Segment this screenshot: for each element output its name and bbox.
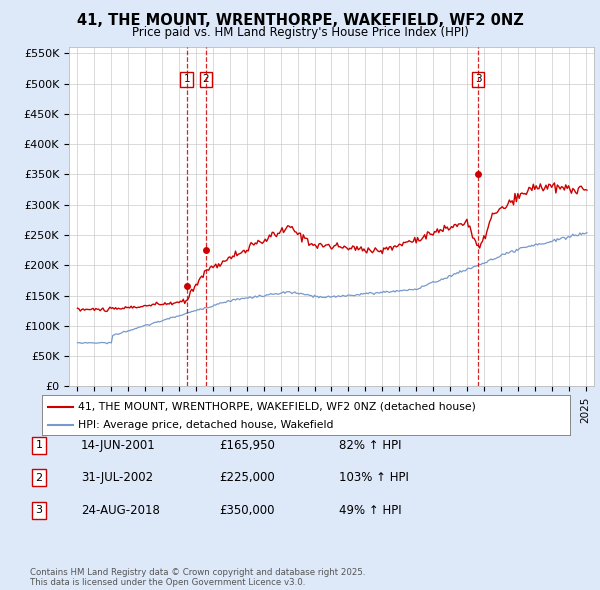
Text: 3: 3 (35, 506, 43, 515)
Text: 41, THE MOUNT, WRENTHORPE, WAKEFIELD, WF2 0NZ: 41, THE MOUNT, WRENTHORPE, WAKEFIELD, WF… (77, 13, 523, 28)
Text: 14-JUN-2001: 14-JUN-2001 (81, 439, 156, 452)
Text: HPI: Average price, detached house, Wakefield: HPI: Average price, detached house, Wake… (78, 421, 334, 430)
Text: 3: 3 (475, 74, 481, 84)
Text: 103% ↑ HPI: 103% ↑ HPI (339, 471, 409, 484)
Text: 1: 1 (35, 441, 43, 450)
Text: 2: 2 (203, 74, 209, 84)
Text: 1: 1 (184, 74, 190, 84)
Text: £350,000: £350,000 (219, 504, 275, 517)
Text: 24-AUG-2018: 24-AUG-2018 (81, 504, 160, 517)
Text: 41, THE MOUNT, WRENTHORPE, WAKEFIELD, WF2 0NZ (detached house): 41, THE MOUNT, WRENTHORPE, WAKEFIELD, WF… (78, 402, 476, 412)
Text: 82% ↑ HPI: 82% ↑ HPI (339, 439, 401, 452)
Text: Contains HM Land Registry data © Crown copyright and database right 2025.
This d: Contains HM Land Registry data © Crown c… (30, 568, 365, 587)
Text: £165,950: £165,950 (219, 439, 275, 452)
Text: 2: 2 (35, 473, 43, 483)
Text: 49% ↑ HPI: 49% ↑ HPI (339, 504, 401, 517)
Text: £225,000: £225,000 (219, 471, 275, 484)
Text: Price paid vs. HM Land Registry's House Price Index (HPI): Price paid vs. HM Land Registry's House … (131, 26, 469, 39)
Text: 31-JUL-2002: 31-JUL-2002 (81, 471, 153, 484)
